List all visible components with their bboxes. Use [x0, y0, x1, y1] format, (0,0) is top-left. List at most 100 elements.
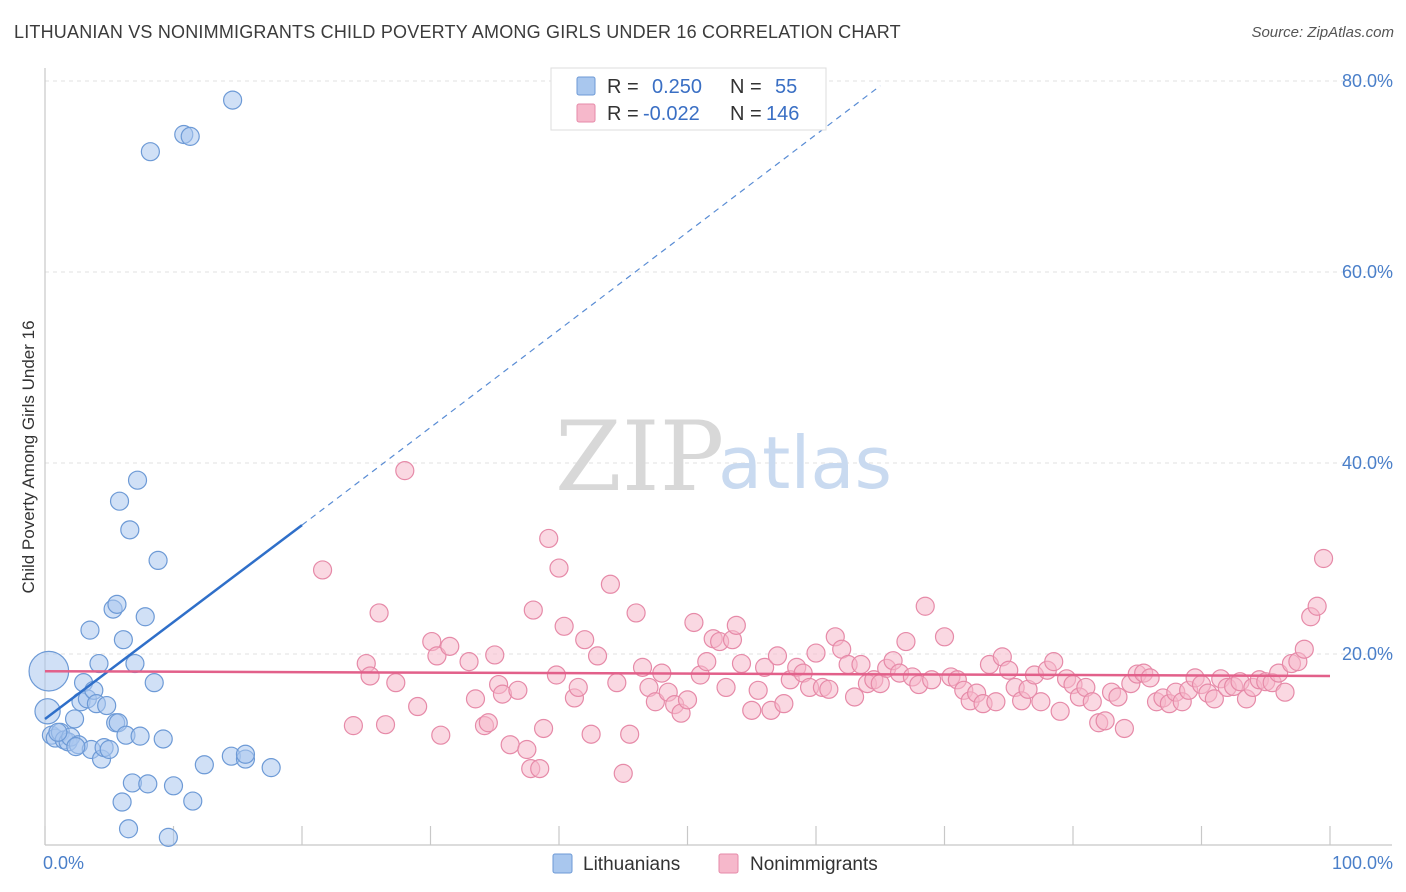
stats-legend-box: [550, 67, 827, 131]
tick-labels: 20.0% 40.0% 60.0% 80.0% 0.0% 100.0%: [43, 71, 1393, 873]
source-label: Source: ZipAtlas.com: [1251, 24, 1394, 41]
trend-lithuanians-solid: [44, 524, 303, 720]
nonimmigrants-point-43: [645, 692, 665, 712]
nonimmigrants-point-30: [554, 616, 574, 636]
nonimmigrants-point-145: [1307, 596, 1327, 616]
nonimmigrants-point-74: [844, 687, 865, 707]
nonimmigrants-point-14: [465, 689, 486, 709]
nonimmigrants-point-20: [500, 735, 520, 755]
nonimmigrants-point-63: [774, 694, 794, 714]
bottom-legend-nonimmigrants: Nonimmigrants: [750, 854, 878, 875]
nonimmigrants-point-62: [767, 646, 788, 666]
nonimmigrants-point-97: [999, 660, 1019, 680]
nonimmigrants-point-105: [1050, 701, 1070, 721]
nonimmigrants-point-22: [517, 739, 537, 760]
x-tick-label-0: 0.0%: [43, 853, 84, 873]
legend-n-value-1: 55: [775, 76, 797, 98]
series-nonimmigrants: [312, 461, 1334, 783]
legend-r-label-1: R =: [607, 76, 639, 98]
nonimmigrants-point-28: [546, 665, 567, 685]
legend-r-value-2: -0.022: [643, 103, 700, 125]
nonimmigrants-point-87: [934, 627, 955, 647]
nonimmigrants-point-34: [581, 724, 601, 744]
lithuanians-point-13: [80, 620, 100, 640]
nonimmigrants-point-114: [1108, 687, 1128, 707]
lithuanians-point-40: [148, 550, 168, 571]
bottom-legend: Lithuanians Nonimmigrants: [552, 853, 878, 875]
y-tick-label-60: 60.0%: [1342, 262, 1393, 282]
lithuanians-point-1: [34, 698, 61, 725]
nonimmigrants-point-68: [806, 643, 826, 663]
nonimmigrants-point-4: [369, 603, 389, 623]
lithuanians-point-8: [64, 709, 85, 729]
lithuanians-point-46: [183, 791, 203, 811]
nonimmigrants-point-3: [360, 666, 380, 686]
nonimmigrants-point-27: [539, 528, 559, 549]
bottom-legend-swatch-lithuanians: [552, 853, 573, 874]
nonimmigrants-point-41: [632, 657, 653, 677]
series-lithuanians: [28, 90, 281, 847]
nonimmigrants-point-7: [395, 461, 415, 481]
y-tick-label-20: 20.0%: [1342, 644, 1393, 664]
nonimmigrants-point-54: [716, 677, 736, 698]
nonimmigrants-point-139: [1268, 663, 1289, 683]
lithuanians-point-28: [113, 630, 133, 650]
lithuanians-point-21: [99, 739, 119, 760]
nonimmigrants-point-59: [748, 680, 768, 700]
nonimmigrants-point-102: [1031, 692, 1051, 712]
lithuanians-point-52: [66, 737, 86, 757]
lithuanians-point-51: [261, 758, 281, 778]
nonimmigrants-point-104: [1044, 652, 1064, 672]
nonimmigrants-point-82: [896, 631, 916, 652]
nonimmigrants-point-48: [677, 690, 698, 710]
watermark-zip: ZIP: [555, 401, 724, 513]
nonimmigrants-point-58: [742, 700, 762, 720]
nonimmigrants-point-17: [485, 645, 505, 665]
y-tick-label-40: 40.0%: [1342, 453, 1393, 473]
nonimmigrants-point-13: [459, 652, 479, 672]
lithuanians-point-47: [194, 755, 214, 775]
stats-legend: R = 0.250 N = 55 R = -0.022 N = 146: [550, 67, 827, 131]
legend-n-label-1: N =: [730, 76, 762, 98]
nonimmigrants-point-12: [440, 636, 460, 656]
lithuanians-point-54: [223, 90, 243, 110]
nonimmigrants-point-0: [312, 560, 333, 580]
nonimmigrants-point-119: [1140, 668, 1160, 688]
nonimmigrants-point-32: [568, 677, 588, 698]
lithuanians-point-53: [48, 722, 68, 742]
nonimmigrants-point-39: [620, 724, 640, 744]
lithuanians-point-42: [158, 827, 178, 847]
nonimmigrants-point-8: [408, 696, 428, 717]
nonimmigrants-point-6: [386, 673, 406, 693]
trend-lithuanians-dashed: [301, 85, 881, 526]
legend-r-label-2: R =: [607, 103, 639, 125]
chart-title: LITHUANIAN VS NONIMMIGRANTS CHILD POVERT…: [14, 22, 901, 42]
lithuanians-point-26: [109, 491, 130, 511]
nonimmigrants-point-110: [1082, 692, 1102, 712]
grid: [45, 80, 1392, 655]
lithuanians-point-41: [153, 729, 173, 749]
lithuanians-point-37: [138, 774, 158, 794]
lithuanians-point-38: [140, 142, 160, 162]
bottom-legend-lithuanians: Lithuanians: [583, 854, 680, 875]
nonimmigrants-point-129: [1204, 689, 1224, 709]
nonimmigrants-point-33: [575, 630, 595, 650]
y-axis-title: Child Poverty Among Girls Under 16: [19, 320, 38, 593]
nonimmigrants-point-85: [915, 596, 935, 616]
trend-nonimmigrants: [44, 669, 1331, 678]
nonimmigrants-point-70: [819, 679, 839, 699]
lithuanians-point-43: [163, 776, 184, 796]
legend-r-value-1: 0.250: [652, 76, 702, 98]
nonimmigrants-point-37: [607, 673, 627, 693]
lithuanians-point-31: [120, 520, 140, 540]
nonimmigrants-point-57: [731, 653, 752, 674]
nonimmigrants-point-10: [427, 646, 447, 666]
lithuanians-point-20: [97, 695, 117, 716]
nonimmigrants-point-51: [697, 652, 717, 672]
legend-swatch-lithuanians: [576, 76, 596, 96]
nonimmigrants-point-38: [613, 763, 633, 783]
nonimmigrants-point-5: [375, 715, 396, 735]
watermark-atlas: atlas: [718, 421, 892, 505]
nonimmigrants-point-146: [1313, 548, 1334, 569]
